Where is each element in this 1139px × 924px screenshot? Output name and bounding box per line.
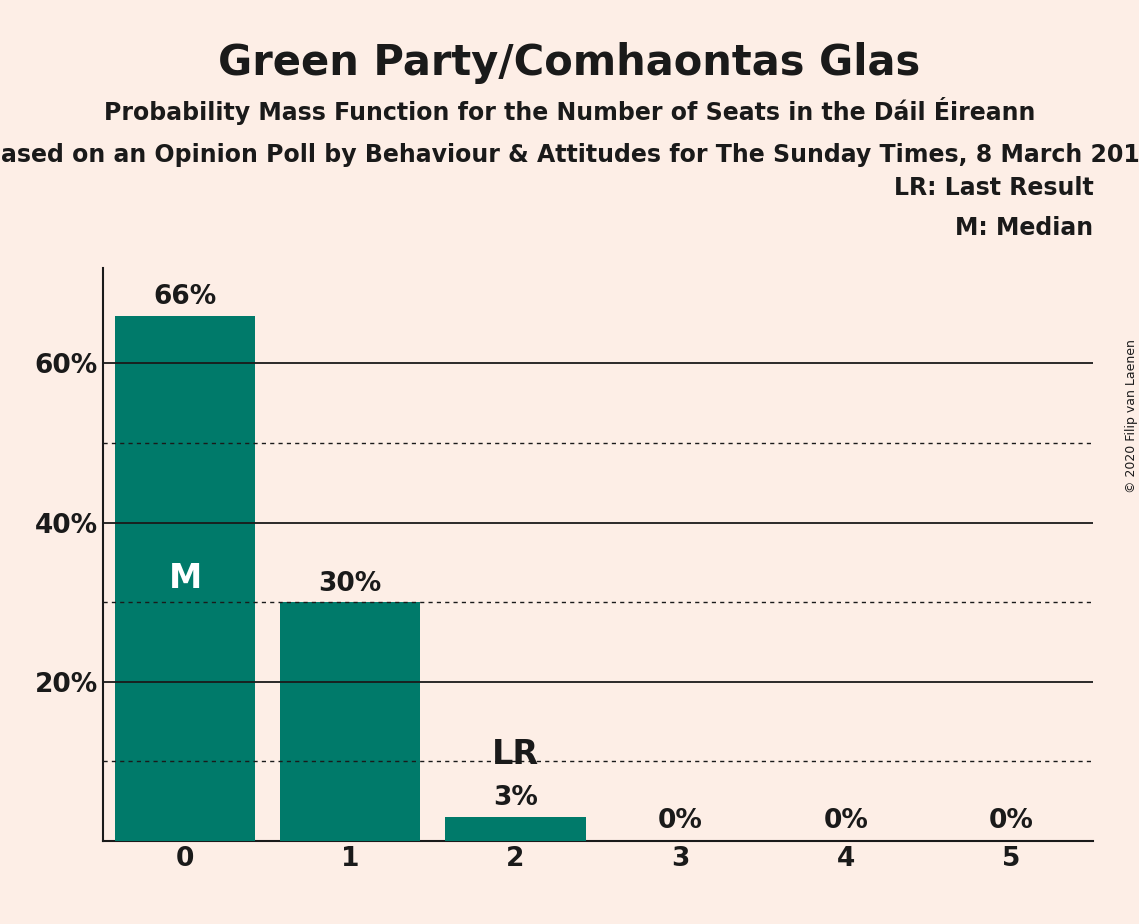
Text: M: Median: M: Median [956,216,1093,240]
Text: 0%: 0% [658,808,703,834]
Text: LR: Last Result: LR: Last Result [894,176,1093,201]
Bar [115,316,255,841]
Text: © 2020 Filip van Laenen: © 2020 Filip van Laenen [1124,339,1138,492]
Text: M: M [169,562,202,595]
Bar [445,817,585,841]
Text: Based on an Opinion Poll by Behaviour & Attitudes for The Sunday Times, 8 March : Based on an Opinion Poll by Behaviour & … [0,143,1139,167]
Text: 0%: 0% [823,808,868,834]
Text: 66%: 66% [154,285,216,310]
Text: Green Party/Comhaontas Glas: Green Party/Comhaontas Glas [219,42,920,83]
Text: Probability Mass Function for the Number of Seats in the Dáil Éireann: Probability Mass Function for the Number… [104,97,1035,125]
Bar [280,602,420,841]
Text: LR: LR [492,738,539,771]
Text: 3%: 3% [493,785,538,811]
Text: 30%: 30% [319,571,382,597]
Text: 0%: 0% [989,808,1033,834]
